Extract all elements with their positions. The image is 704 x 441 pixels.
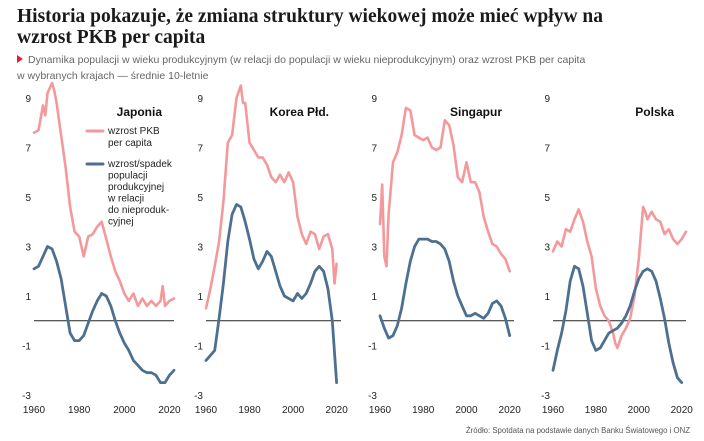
legend-gdp-label: wzrost PKB — [107, 126, 160, 137]
legend-population-label: cyjnej — [108, 217, 134, 228]
working-age-ratio-line — [204, 202, 339, 385]
legend-population-label: populacji — [108, 171, 147, 182]
working-age-ratio-line — [378, 237, 512, 340]
y-tick-label: 7 — [371, 144, 377, 155]
country-label: Japonia — [117, 105, 163, 119]
source-note: Źródło: Spotdata na podstawie danych Ban… — [465, 426, 690, 435]
legend-population-label: wzrost/spadek — [107, 159, 173, 170]
legend-population-label: do nieproduk- — [108, 205, 169, 216]
y-tick-label: 9 — [371, 94, 377, 105]
country-label: Singapur — [450, 105, 502, 119]
y-tick-label: 9 — [544, 94, 550, 105]
y-tick-label: 9 — [25, 94, 31, 105]
page-title: Historia pokazuje, że zmiana struktury w… — [17, 6, 603, 48]
gdp-per-capita-line — [378, 106, 512, 273]
y-tick-label: 7 — [25, 144, 31, 155]
y-tick-label: 3 — [197, 243, 203, 254]
y-tick-label: -1 — [368, 342, 377, 353]
y-tick-label: 1 — [197, 292, 203, 303]
x-tick-label: 1960 — [369, 405, 392, 416]
y-tick-label: 5 — [25, 193, 31, 204]
legend-population-label: produkcyjnej — [108, 182, 164, 193]
y-tick-label: -1 — [22, 342, 31, 353]
x-tick-label: 1960 — [542, 405, 565, 416]
y-tick-label: 5 — [544, 193, 550, 204]
gdp-per-capita-line — [551, 205, 688, 350]
y-tick-label: 3 — [25, 243, 31, 254]
x-tick-label: 2020 — [158, 405, 181, 416]
y-tick-label: -1 — [541, 342, 550, 353]
y-tick-label: 1 — [25, 292, 31, 303]
red-triangle-marker — [17, 55, 23, 63]
gdp-per-capita-line — [204, 84, 338, 310]
y-tick-label: 5 — [197, 193, 203, 204]
x-tick-label: 1980 — [412, 405, 435, 416]
y-tick-label: -3 — [22, 391, 31, 402]
x-tick-label: 1980 — [238, 405, 261, 416]
y-tick-label: 7 — [544, 144, 550, 155]
y-tick-label: 1 — [544, 292, 550, 303]
country-label: Korea Płd. — [270, 105, 329, 119]
y-tick-label: 9 — [197, 94, 203, 105]
y-tick-label: 7 — [197, 144, 203, 155]
y-tick-label: -3 — [368, 391, 377, 402]
page-subtitle: Dynamika populacji w wieku produkcyjnym … — [17, 52, 617, 84]
x-tick-label: 2020 — [671, 405, 694, 416]
x-tick-label: 2020 — [499, 405, 522, 416]
x-tick-label: 2000 — [628, 405, 651, 416]
y-tick-label: 5 — [371, 193, 377, 204]
x-tick-label: 2000 — [455, 405, 478, 416]
x-tick-label: 2020 — [326, 405, 349, 416]
x-tick-label: 1960 — [195, 405, 218, 416]
y-tick-label: 1 — [371, 292, 377, 303]
legend-population-label: w relacji — [107, 194, 144, 205]
y-tick-label: 3 — [371, 243, 377, 254]
working-age-ratio-line — [551, 264, 684, 385]
y-tick-label: -3 — [194, 391, 203, 402]
y-tick-label: 3 — [544, 243, 550, 254]
legend-gdp-label: per capita — [108, 138, 152, 149]
x-tick-label: 2000 — [113, 405, 136, 416]
y-tick-label: -3 — [541, 391, 550, 402]
x-tick-label: 1980 — [68, 405, 91, 416]
x-tick-label: 2000 — [282, 405, 305, 416]
subtitle-line-1: Dynamika populacji w wieku produkcyjnym … — [28, 54, 586, 66]
subtitle-line-2: w wybranych krajach — średnie 10-letnie — [17, 70, 209, 82]
y-tick-label: -1 — [194, 342, 203, 353]
x-tick-label: 1960 — [23, 405, 46, 416]
country-label: Polska — [635, 105, 674, 119]
gdp-per-capita-line — [32, 81, 176, 308]
x-tick-label: 1980 — [585, 405, 608, 416]
working-age-ratio-line — [32, 245, 176, 385]
